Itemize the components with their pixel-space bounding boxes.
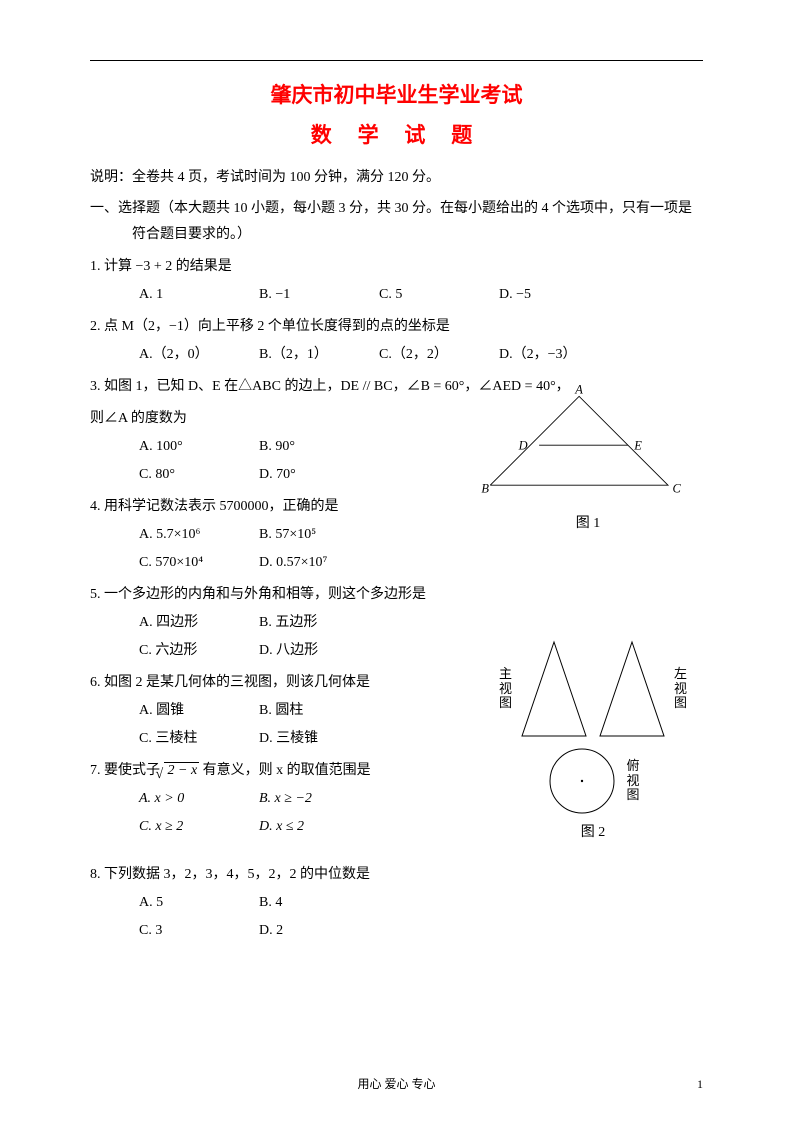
label-a: A — [574, 383, 583, 397]
q4-a: A. 5.7×10⁶ — [139, 521, 259, 549]
q7-a: A. x > 0 — [139, 785, 259, 813]
fig1-caption: 图 1 — [473, 512, 703, 532]
fig2-bottom-row: 俯视图 — [483, 745, 703, 817]
section-header: 一、选择题（本大题共 10 小题，每小题 3 分，共 30 分。在每小题给出的 … — [90, 196, 703, 249]
q5-stem: 5. 一个多边形的内角和与外角和相等，则这个多边形是 — [90, 581, 703, 609]
q8-b: B. 4 — [259, 889, 379, 917]
main-title: 肇庆市初中毕业生学业考试 — [90, 79, 703, 109]
q8-d: D. 2 — [259, 917, 379, 945]
q3-d: D. 70° — [259, 461, 379, 489]
q2-c: C.（2，2） — [379, 341, 499, 369]
side-view-icon — [596, 639, 668, 739]
page-number: 1 — [697, 1077, 703, 1092]
q5-b: B. 五边形 — [259, 609, 379, 637]
q7-b: B. x ≥ −2 — [259, 785, 379, 813]
q2-d: D.（2，−3） — [499, 341, 619, 369]
q3-options-row1: A. 100° B. 90° — [90, 433, 459, 461]
q4-options-row2: C. 570×10⁴ D. 0.57×10⁷ — [90, 549, 703, 577]
q7-d: D. x ≤ 2 — [259, 813, 379, 841]
q1-b: B. −1 — [259, 281, 379, 309]
front-view-label: 主视图 — [499, 667, 512, 710]
q1-d: D. −5 — [499, 281, 619, 309]
triangle-icon: A B C D E — [473, 383, 703, 503]
q8-options-row2: C. 3 D. 2 — [90, 917, 459, 945]
q6-b: B. 圆柱 — [259, 697, 379, 725]
q1-options: A. 1 B. −1 C. 5 D. −5 — [90, 281, 703, 309]
q3-b: B. 90° — [259, 433, 379, 461]
q8-options-row1: A. 5 B. 4 — [90, 889, 459, 917]
q5-options-row2: C. 六边形 D. 八边形 — [90, 637, 459, 665]
q7-pre: 7. 要使式子 — [90, 763, 164, 778]
q4-d: D. 0.57×10⁷ — [259, 549, 379, 577]
q7-options-row2: C. x ≥ 2 D. x ≤ 2 — [90, 813, 459, 841]
footer-text: 用心 爱心 专心 — [0, 1075, 793, 1092]
q6-c: C. 三棱柱 — [139, 725, 259, 753]
q5-options-row1: A. 四边形 B. 五边形 — [90, 609, 459, 637]
q4-c: C. 570×10⁴ — [139, 549, 259, 577]
q2-a: A.（2，0） — [139, 341, 259, 369]
label-e: E — [633, 438, 642, 452]
q6q7-row: 6. 如图 2 是某几何体的三视图，则该几何体是 A. 圆锥 B. 圆柱 C. … — [90, 669, 703, 841]
q6-a: A. 圆锥 — [139, 697, 259, 725]
top-view-label: 俯视图 — [626, 759, 639, 802]
q6-d: D. 三棱锥 — [259, 725, 379, 753]
exam-page: 肇庆市初中毕业生学业考试 数 学 试 题 说明：全卷共 4 页，考试时间为 10… — [0, 0, 793, 1122]
q7-post: 有意义，则 x 的取值范围是 — [199, 763, 371, 778]
q3-options-row2: C. 80° D. 70° — [90, 461, 459, 489]
q8-stem: 8. 下列数据 3，2，3，4，5，2，2 的中位数是 — [90, 861, 703, 889]
q6-options-row1: A. 圆锥 B. 圆柱 — [90, 697, 459, 725]
q3-a: A. 100° — [139, 433, 259, 461]
q1-a: A. 1 — [139, 281, 259, 309]
q1-c: C. 5 — [379, 281, 499, 309]
front-view-icon — [518, 639, 590, 739]
q2-stem: 2. 点 M（2，−1）向上平移 2 个单位长度得到的点的坐标是 — [90, 313, 703, 341]
top-view-icon — [546, 745, 618, 817]
q3-c: C. 80° — [139, 461, 259, 489]
q7-c: C. x ≥ 2 — [139, 813, 259, 841]
top-rule — [90, 60, 703, 61]
instructions: 说明：全卷共 4 页，考试时间为 100 分钟，满分 120 分。 — [90, 165, 703, 192]
q6-options-row2: C. 三棱柱 D. 三棱锥 — [90, 725, 459, 753]
q5-a: A. 四边形 — [139, 609, 259, 637]
q2-options: A.（2，0） B.（2，1） C.（2，2） D.（2，−3） — [90, 341, 703, 369]
q5-d: D. 八边形 — [259, 637, 379, 665]
figure-2: 主视图 左视图 俯视图 图 2 — [483, 639, 703, 841]
fig2-top-row: 主视图 左视图 — [483, 639, 703, 739]
q8-c: C. 3 — [139, 917, 259, 945]
label-d: D — [518, 438, 528, 452]
side-view-label: 左视图 — [674, 667, 687, 710]
figure-1: A B C D E 图 1 — [473, 383, 703, 532]
q1-stem: 1. 计算 −3 + 2 的结果是 — [90, 253, 703, 281]
label-c: C — [672, 481, 681, 495]
fig2-caption: 图 2 — [483, 821, 703, 841]
label-b: B — [481, 481, 489, 495]
q7-options-row1: A. x > 0 B. x ≥ −2 — [90, 785, 459, 813]
sub-title: 数 学 试 题 — [90, 119, 703, 149]
q8-a: A. 5 — [139, 889, 259, 917]
q4-b: B. 57×10⁵ — [259, 521, 379, 549]
q5-c: C. 六边形 — [139, 637, 259, 665]
q2-b: B.（2，1） — [259, 341, 379, 369]
q3-row: 3. 如图 1，已知 D、E 在△ABC 的边上，DE // BC，∠B = 6… — [90, 373, 703, 489]
